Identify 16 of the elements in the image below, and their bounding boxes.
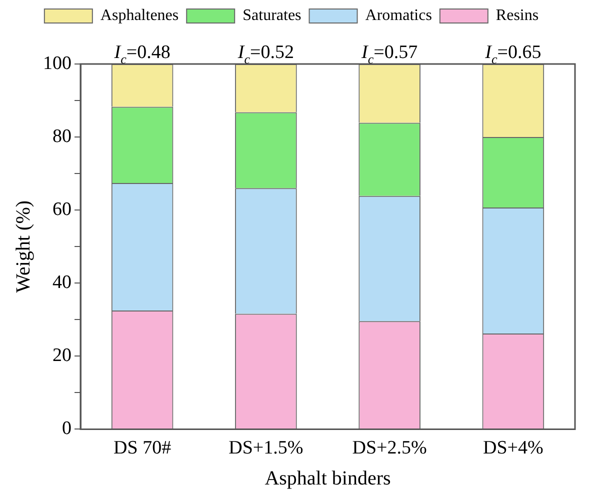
x-tick-label: DS+2.5% [352, 438, 428, 459]
y-tick-label: 20 [52, 345, 72, 366]
legend-label: Saturates [242, 7, 302, 24]
y-axis-title: Weight (%) [12, 200, 34, 293]
y-tick-label: 40 [52, 272, 72, 294]
x-axis-title: Asphalt binders [264, 467, 392, 490]
y-tick-label: 60 [52, 199, 72, 220]
legend-label: Asphaltenes [100, 7, 179, 24]
x-tick-label: DS+4% [483, 438, 544, 459]
legend-label: Resins [496, 7, 539, 24]
y-tick-label: 0 [62, 418, 72, 440]
legend-label: Aromatics [365, 7, 432, 24]
y-tick-label: 80 [52, 126, 72, 148]
x-tick-label: DS+1.5% [228, 438, 304, 459]
y-tick-label: 100 [43, 52, 72, 74]
x-tick-label: DS 70# [114, 438, 172, 459]
